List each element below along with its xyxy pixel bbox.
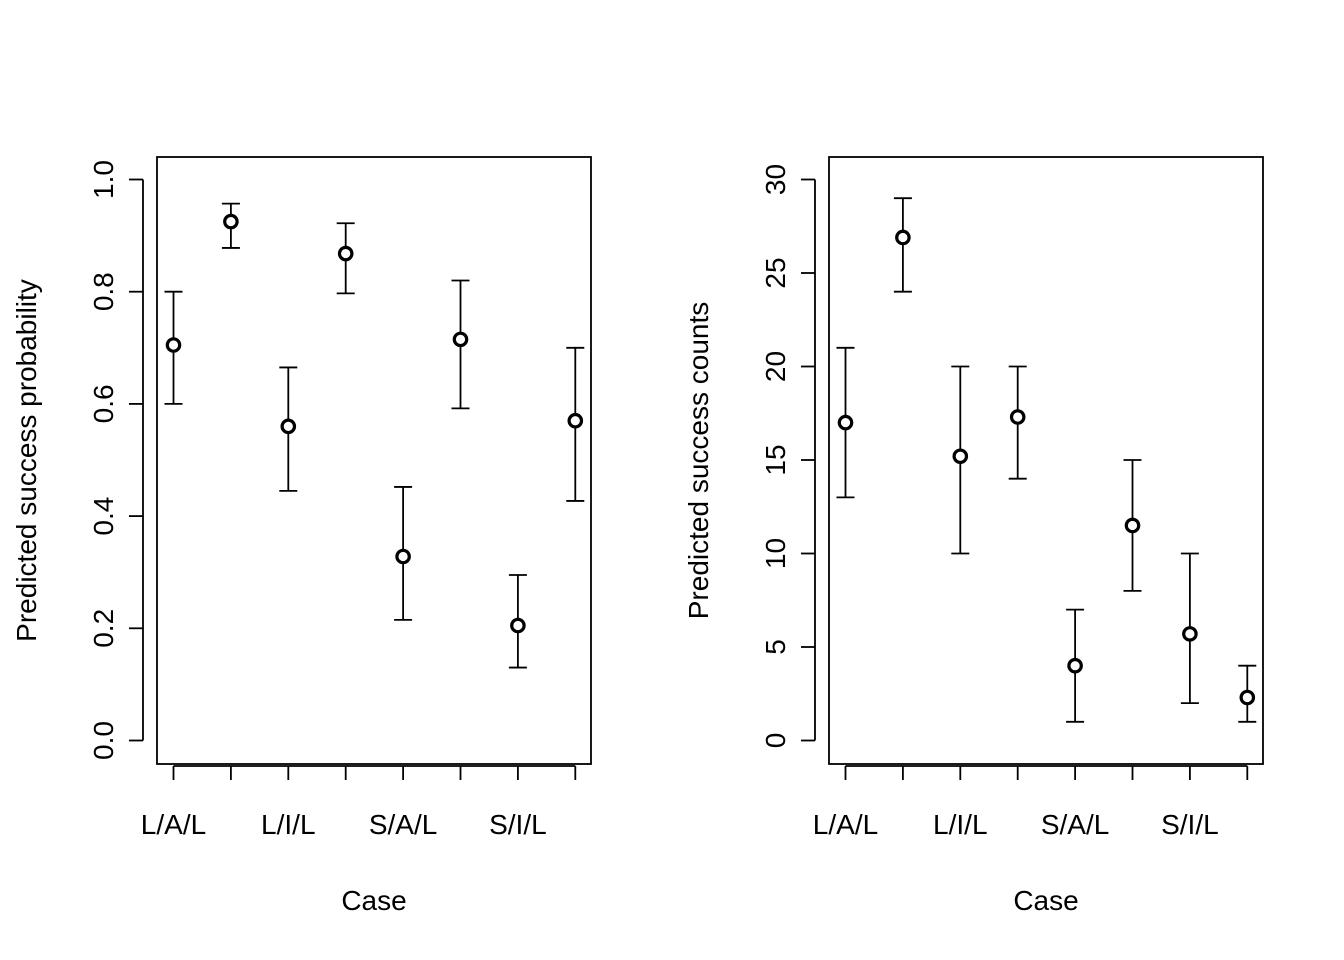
plot-frame	[156, 156, 592, 765]
data-point	[952, 448, 969, 465]
y-tick-label: 0.0	[88, 721, 119, 760]
data-point	[1124, 517, 1141, 534]
data-point	[1009, 409, 1026, 425]
data-point	[223, 213, 239, 230]
y-tick-label: 5	[760, 639, 791, 655]
x-tick-label: S/A/L	[1041, 809, 1109, 840]
y-tick-label: 0	[760, 733, 791, 749]
x-tick-label: S/I/L	[489, 809, 547, 840]
x-axis-label: Case	[341, 885, 406, 916]
y-tick-label: 20	[760, 351, 791, 382]
x-axis-label: Case	[1013, 885, 1078, 916]
y-tick-label: 1.0	[88, 160, 119, 199]
y-tick-label: 30	[760, 164, 791, 195]
probability-panel: 0.0 0.2 0.4 0.6 0.8 1.0 L/A/L L/I/L S/A/L S/I/L Ca…	[11, 156, 592, 916]
data-point	[165, 337, 182, 353]
y-tick-label: 0.4	[88, 497, 119, 536]
y-tick-label: 15	[760, 444, 791, 475]
x-tick-label: S/I/L	[1161, 809, 1219, 840]
data-point	[567, 412, 584, 429]
x-tick-label: L/I/L	[261, 809, 315, 840]
data-point	[280, 418, 297, 435]
counts-panel: 0 5 10 15 20 25 30 L/A/L L/I/L S/A/L S/I/L Case Pred…	[683, 156, 1264, 916]
x-tick-label: S/A/L	[369, 809, 437, 840]
data-point	[895, 229, 911, 246]
x-tick-label: L/I/L	[933, 809, 987, 840]
data-point	[1067, 657, 1083, 674]
y-tick-label: 10	[760, 538, 791, 569]
y-tick-label: 0.8	[88, 272, 119, 311]
x-tick-label: L/A/L	[813, 809, 878, 840]
data-point	[395, 548, 411, 565]
data-point	[1182, 626, 1198, 642]
data-point	[837, 414, 854, 431]
y-axis-label: Predicted success probability	[11, 279, 42, 642]
y-tick-label: 0.2	[88, 609, 119, 648]
plot-frame	[828, 156, 1264, 765]
data-point	[337, 245, 354, 262]
data-point	[510, 617, 526, 634]
y-tick-label: 25	[760, 257, 791, 288]
y-axis-label: Predicted success counts	[683, 302, 714, 620]
data-point	[452, 331, 469, 348]
y-tick-label: 0.6	[88, 384, 119, 423]
x-tick-label: L/A/L	[141, 809, 206, 840]
data-point	[1239, 689, 1256, 706]
